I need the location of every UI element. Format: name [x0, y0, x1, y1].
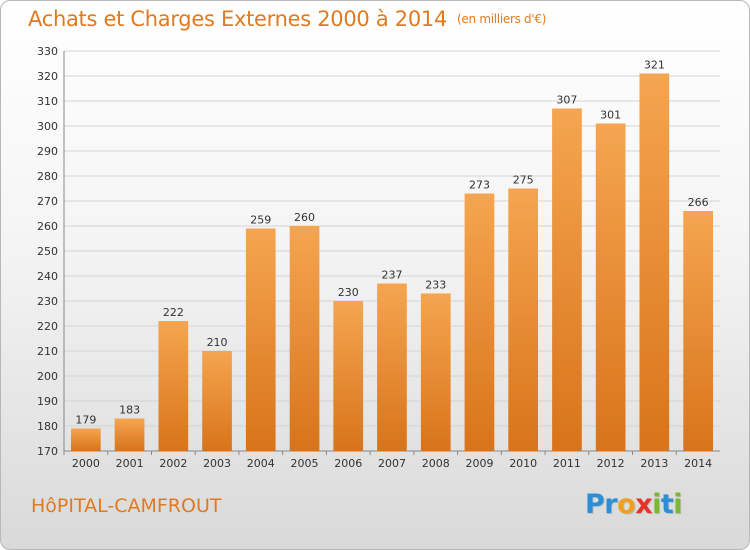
x-tick-label-2010: 2010 — [509, 457, 537, 470]
data-label-2000: 179 — [75, 414, 96, 427]
y-tick-label: 320 — [37, 70, 58, 83]
x-tick-label-2005: 2005 — [291, 457, 319, 470]
bar-2008 — [420, 293, 451, 451]
y-tick-label: 330 — [37, 45, 58, 58]
chart-title-text: Achats et Charges Externes 2000 à 2014 — [28, 7, 448, 31]
data-label-2005: 260 — [294, 211, 315, 224]
y-tick-label: 180 — [37, 420, 58, 433]
bar-2007 — [377, 283, 407, 451]
x-tick-label-2004: 2004 — [247, 457, 275, 470]
data-label-2013: 321 — [644, 59, 665, 72]
data-labels: 179 183 222 210 259 260 230 237 233 273 275 307 301 3… — [75, 59, 708, 427]
bar-2009 — [464, 193, 495, 451]
x-tick-label-2006: 2006 — [334, 457, 362, 470]
data-label-2009: 273 — [469, 179, 490, 192]
y-tick-label: 240 — [37, 270, 58, 283]
y-tick-label: 170 — [37, 445, 58, 458]
x-tick-label-2011: 2011 — [553, 457, 581, 470]
bar-2000 — [71, 428, 101, 451]
y-tick-label: 230 — [37, 295, 58, 308]
bar-2004 — [245, 228, 276, 451]
bar-2001 — [114, 418, 145, 451]
y-tick-label: 250 — [37, 245, 58, 258]
data-label-2014: 266 — [688, 196, 709, 209]
data-label-2004: 259 — [250, 214, 271, 227]
bar-2014 — [683, 211, 713, 451]
x-axis-ticks: 2000 2001 2002 2003 2004 2005 2006 2007 2008 2009… — [63, 451, 712, 470]
y-tick-label: 220 — [37, 320, 58, 333]
x-tick-label-2009: 2009 — [465, 457, 493, 470]
x-tick-label-2013: 2013 — [640, 457, 668, 470]
y-tick-label: 270 — [37, 195, 58, 208]
logo-letter: i — [673, 489, 683, 520]
y-tick-label: 310 — [37, 95, 58, 108]
y-tick-label: 260 — [37, 220, 58, 233]
x-tick-label-2003: 2003 — [203, 457, 231, 470]
x-tick-label-2002: 2002 — [159, 457, 187, 470]
bar-2013 — [639, 73, 670, 451]
y-tick-label: 210 — [37, 345, 58, 358]
x-tick-label-2008: 2008 — [422, 457, 450, 470]
data-label-2002: 222 — [163, 306, 184, 319]
data-label-2001: 183 — [119, 404, 140, 417]
chart-unit: (en milliers d'€) — [457, 12, 547, 26]
bar-2011 — [552, 108, 582, 451]
logo-letter: t — [660, 489, 674, 520]
data-label-2010: 275 — [513, 174, 534, 187]
y-tick-label: 290 — [37, 145, 58, 158]
x-tick-label-2012: 2012 — [597, 457, 625, 470]
bar-2006 — [333, 301, 364, 451]
logo-letter: i — [652, 489, 661, 520]
y-tick-label: 200 — [37, 370, 58, 383]
bars — [71, 73, 713, 451]
y-tick-label: 280 — [37, 170, 58, 183]
bar-2012 — [595, 123, 626, 451]
town-name: HôPITAL-CAMFROUT — [31, 495, 222, 517]
data-label-2006: 230 — [338, 286, 359, 299]
y-axis-ticks: 170 180 190 200 210 220 230 240 250 260 270 280 290 3… — [37, 45, 58, 458]
data-label-2011: 307 — [556, 94, 577, 107]
data-label-2007: 237 — [382, 269, 403, 282]
logo-letter: P — [585, 489, 605, 520]
proxiti-logo: Proxiti — [585, 489, 683, 520]
chart-title: Achats et Charges Externes 2000 à 2014 (e… — [28, 7, 546, 31]
logo-letter: r — [604, 489, 618, 520]
data-label-2008: 233 — [425, 279, 446, 292]
bar-2005 — [289, 226, 320, 451]
y-tick-label: 190 — [37, 395, 58, 408]
y-tick-label: 300 — [37, 120, 58, 133]
data-label-2003: 210 — [207, 336, 228, 349]
bar-2003 — [202, 351, 232, 451]
x-tick-label-2014: 2014 — [684, 457, 712, 470]
bar-2010 — [508, 188, 538, 451]
x-tick-label-2007: 2007 — [378, 457, 406, 470]
bar-2002 — [158, 321, 189, 451]
data-label-2012: 301 — [600, 109, 621, 122]
x-tick-label-2000: 2000 — [72, 457, 100, 470]
x-tick-label-2001: 2001 — [116, 457, 144, 470]
logo-letter: o — [617, 489, 636, 520]
logo-letter: x — [635, 489, 653, 520]
